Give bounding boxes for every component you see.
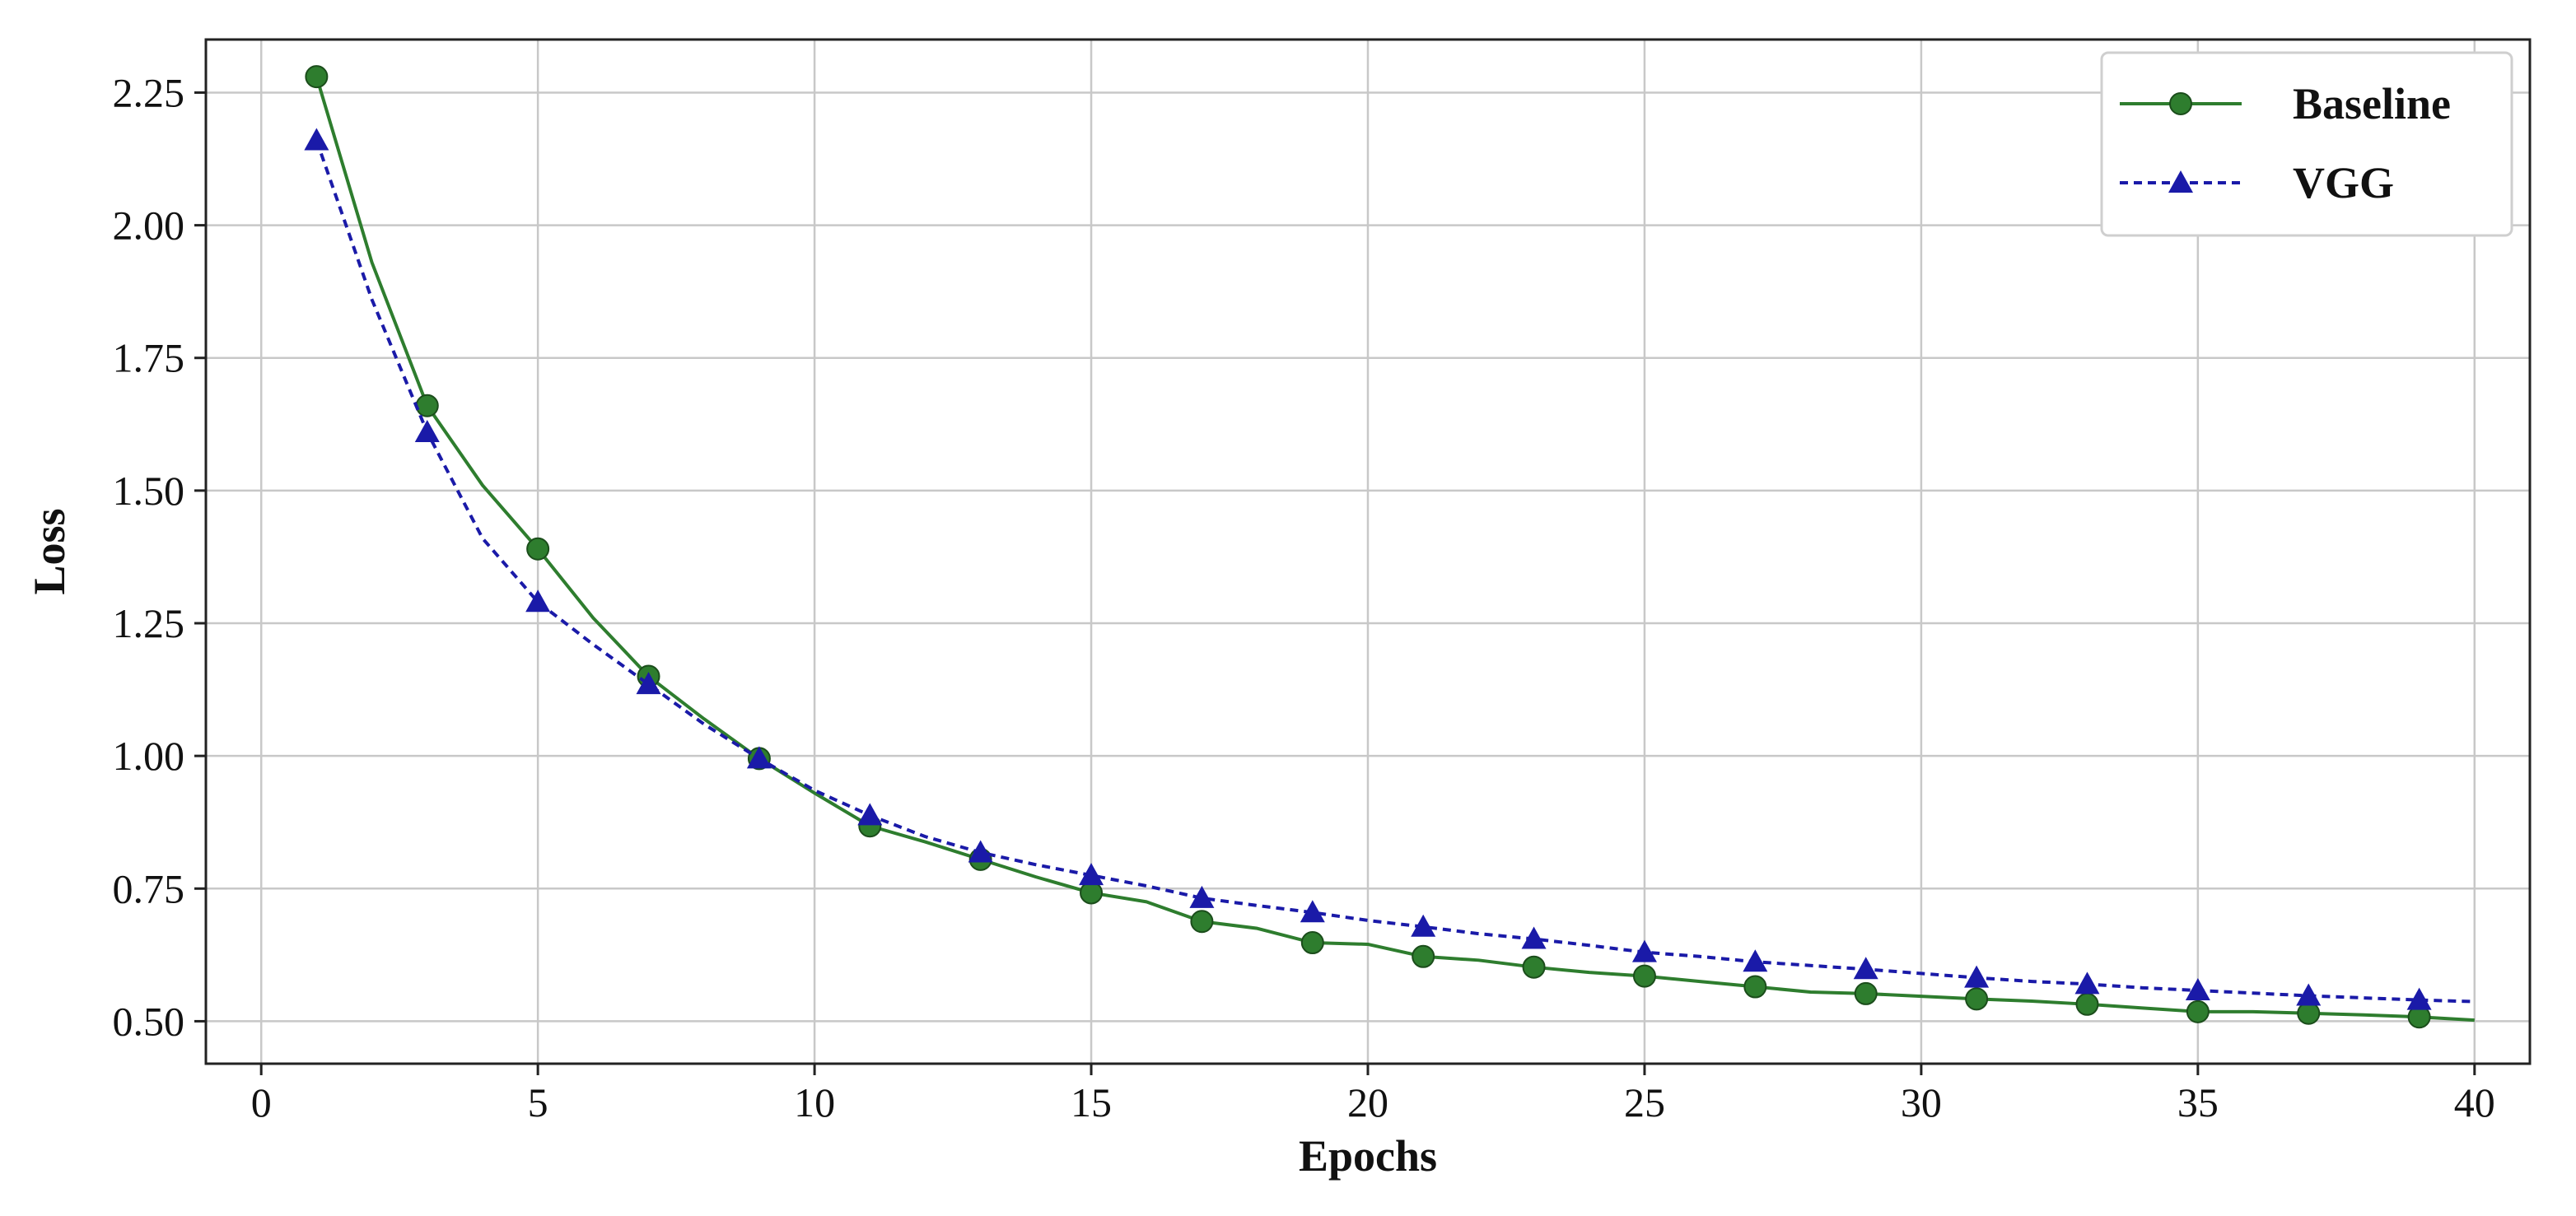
data-point [414,419,440,442]
data-point [636,672,661,695]
series-line [315,76,2475,1023]
ticks: 0 5 10 15 20 25 30 35 40 0.50 0.75 1.00 1.25 1.50 1.75… [113,69,2495,1125]
y-tick-label: 0.50 [113,998,185,1044]
y-tick-label: 2.25 [113,69,185,115]
y-tick-label: 2.00 [113,203,185,249]
y-tick-label: 1.25 [113,600,185,646]
data-point [1631,939,1657,962]
data-point [2185,978,2210,1001]
data-point [1300,900,1325,923]
data-point [526,537,550,561]
legend-label: Baseline [2293,79,2451,128]
data-point [1521,926,1547,949]
data-point [1412,944,1435,968]
legend-marker [2169,92,2192,115]
legend-label: VGG [2293,158,2394,207]
data-point [525,589,551,613]
data-point [2406,987,2432,1010]
data-point [1743,949,1768,972]
data-point [2075,992,2099,1016]
data-point [1964,965,1990,988]
data-point [857,803,883,826]
data-point [1411,914,1436,937]
x-tick-label: 10 [794,1079,835,1125]
x-tick-label: 25 [1624,1079,1665,1125]
x-tick-label: 35 [2177,1079,2219,1125]
data-point [1300,931,1324,955]
x-tick-label: 15 [1071,1079,1112,1125]
data-point [415,394,439,417]
data-point [1079,863,1104,886]
x-tick-label: 30 [1901,1079,1942,1125]
data-point [1189,885,1215,908]
data-point [1522,955,1546,979]
x-axis-label: Epochs [1299,1131,1437,1181]
data-point [2186,999,2210,1023]
legend-box [2100,51,2513,237]
y-tick-label: 1.50 [113,468,185,514]
series-vgg [304,128,2475,1010]
data-point [305,65,329,89]
series-baseline [305,65,2475,1029]
data-point [1854,981,1878,1005]
data-point [304,128,329,151]
data-point [1190,910,1214,934]
x-tick-label: 20 [1347,1079,1388,1125]
x-tick-label: 5 [528,1079,548,1125]
legend-marker [2168,170,2193,193]
x-tick-label: 40 [2454,1079,2495,1125]
data-point [1080,881,1104,905]
data-point [2296,983,2322,1006]
y-tick-label: 1.00 [113,733,185,779]
data-point [1632,964,1656,988]
data-point [1853,957,1878,980]
series-line [315,139,2475,1004]
y-axis-label: Loss [25,508,74,594]
y-tick-label: 1.75 [113,335,185,381]
legend: Baseline VGG [2100,51,2513,237]
data-point [746,746,772,769]
data-point [2297,1001,2321,1025]
y-tick-label: 0.75 [113,865,185,911]
data-point [2074,971,2100,995]
data-point [968,840,993,863]
x-tick-label: 0 [251,1079,272,1125]
data-point [1965,987,1989,1011]
data-point [1743,975,1767,999]
series-layer [304,65,2475,1029]
